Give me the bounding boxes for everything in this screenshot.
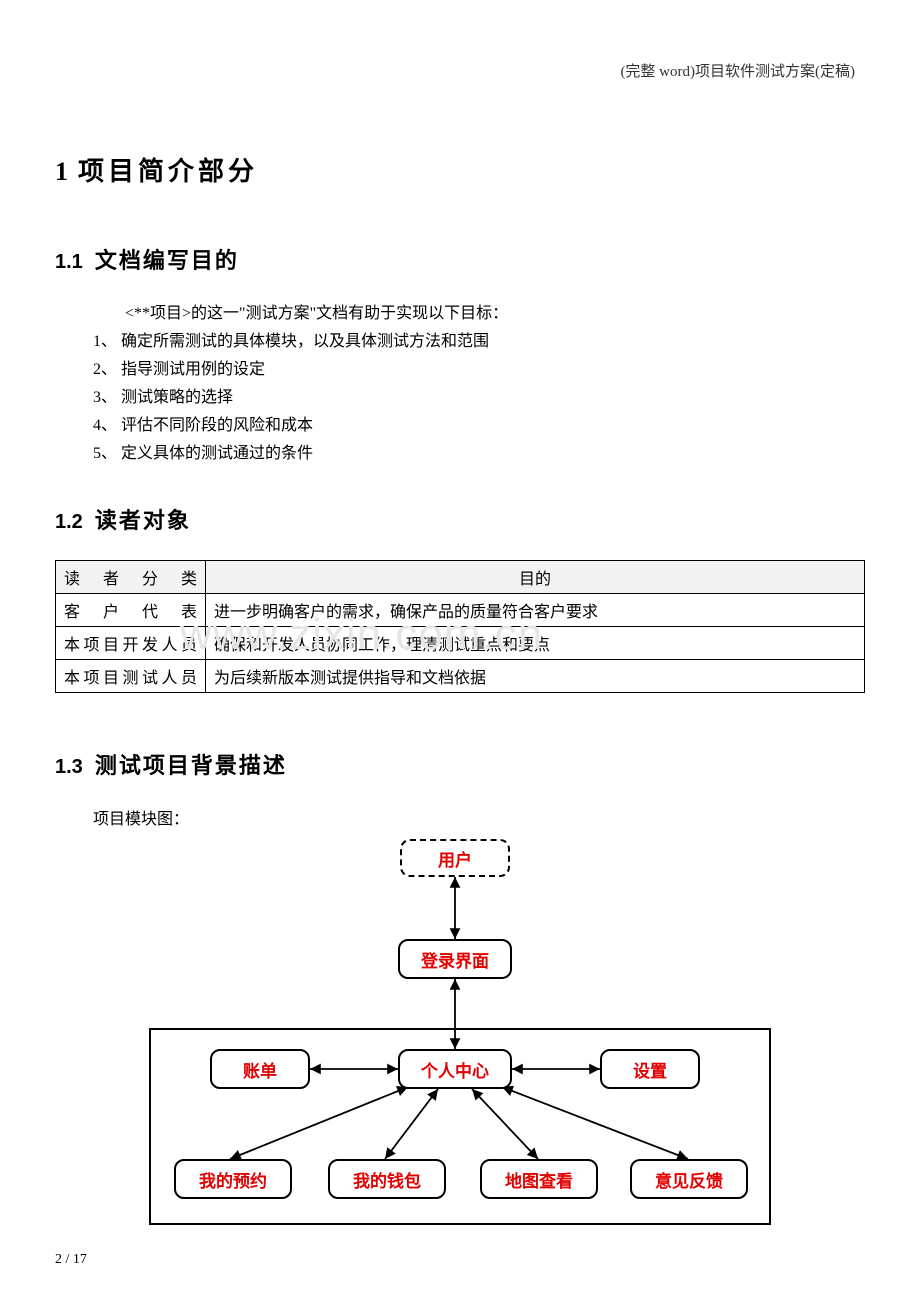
h1-number: 1 bbox=[55, 157, 68, 186]
table-cell: 进一步明确客户的需求，确保产品的质量符合客户要求 bbox=[206, 594, 865, 627]
heading-1-1: 1.1 文档编写目的 bbox=[55, 243, 865, 275]
h2-number: 1.2 bbox=[55, 511, 83, 533]
header-reference: (完整 word)项目软件测试方案(定稿) bbox=[55, 60, 865, 81]
table-cell: 本项目开发人员 bbox=[56, 627, 206, 660]
table-cell: 本项目测试人员 bbox=[56, 660, 206, 693]
heading-1-3: 1.3 测试项目背景描述 bbox=[55, 748, 865, 780]
goal-item: 4、 评估不同阶段的风险和成本 bbox=[93, 412, 865, 440]
goal-item: 2、 指导测试用例的设定 bbox=[93, 356, 865, 384]
diagram-node-map: 地图查看 bbox=[480, 1159, 598, 1199]
diagram-node-appt: 我的预约 bbox=[174, 1159, 292, 1199]
diagram-node-wallet: 我的钱包 bbox=[328, 1159, 446, 1199]
h2-text: 测试项目背景描述 bbox=[95, 753, 287, 778]
document-page: (完整 word)项目软件测试方案(定稿) 1项目简介部分 1.1文档编写目的 … bbox=[0, 0, 920, 1269]
table-cell: 为后续新版本测试提供指导和文档依据 bbox=[206, 660, 865, 693]
goal-item: 3、 测试策略的选择 bbox=[93, 384, 865, 412]
diagram-node-bill: 账单 bbox=[210, 1049, 310, 1089]
table-header-row: 读者分类 目的 bbox=[56, 561, 865, 594]
h2-text: 读者对象 bbox=[95, 508, 191, 533]
diagram-node-settings: 设置 bbox=[600, 1049, 700, 1089]
heading-1: 1 项目简介部分 bbox=[55, 151, 865, 188]
table-header: 目的 bbox=[206, 561, 865, 594]
h2-number: 1.1 bbox=[55, 251, 83, 273]
table-row: 本项目开发人员 确保和开发人员协同工作，理清测试重点和要点 bbox=[56, 627, 865, 660]
diagram-node-center: 个人中心 bbox=[398, 1049, 512, 1089]
diagram-node-user: 用户 bbox=[400, 839, 510, 877]
intro-paragraph: <**项目>的这一"测试方案"文档有助于实现以下目标： bbox=[93, 300, 865, 328]
module-diagram-label: 项目模块图： bbox=[93, 805, 865, 829]
table-header: 读者分类 bbox=[56, 561, 206, 594]
diagram-node-login: 登录界面 bbox=[398, 939, 512, 979]
table-cell: 客户代表 bbox=[56, 594, 206, 627]
h2-text: 文档编写目的 bbox=[95, 248, 239, 273]
goal-item: 1、 确定所需测试的具体模块，以及具体测试方法和范围 bbox=[93, 328, 865, 356]
goal-item: 5、 定义具体的测试通过的条件 bbox=[93, 440, 865, 468]
page-number: 2 / 17 bbox=[55, 1252, 87, 1268]
table-row: 本项目测试人员 为后续新版本测试提供指导和文档依据 bbox=[56, 660, 865, 693]
table-row: 客户代表 进一步明确客户的需求，确保产品的质量符合客户要求 bbox=[56, 594, 865, 627]
h2-number: 1.3 bbox=[55, 756, 83, 778]
heading-1-2: 1.2 读者对象 bbox=[55, 503, 865, 535]
table-cell: 确保和开发人员协同工作，理清测试重点和要点 bbox=[206, 627, 865, 660]
module-diagram: 用户登录界面个人中心 账单 设置我的预约我的钱包地图查看意见反馈 bbox=[140, 839, 780, 1229]
diagram-node-feedback: 意见反馈 bbox=[630, 1159, 748, 1199]
h1-text: 项目简介部分 bbox=[78, 157, 258, 186]
readers-table: 读者分类 目的 客户代表 进一步明确客户的需求，确保产品的质量符合客户要求 本项… bbox=[55, 560, 865, 693]
